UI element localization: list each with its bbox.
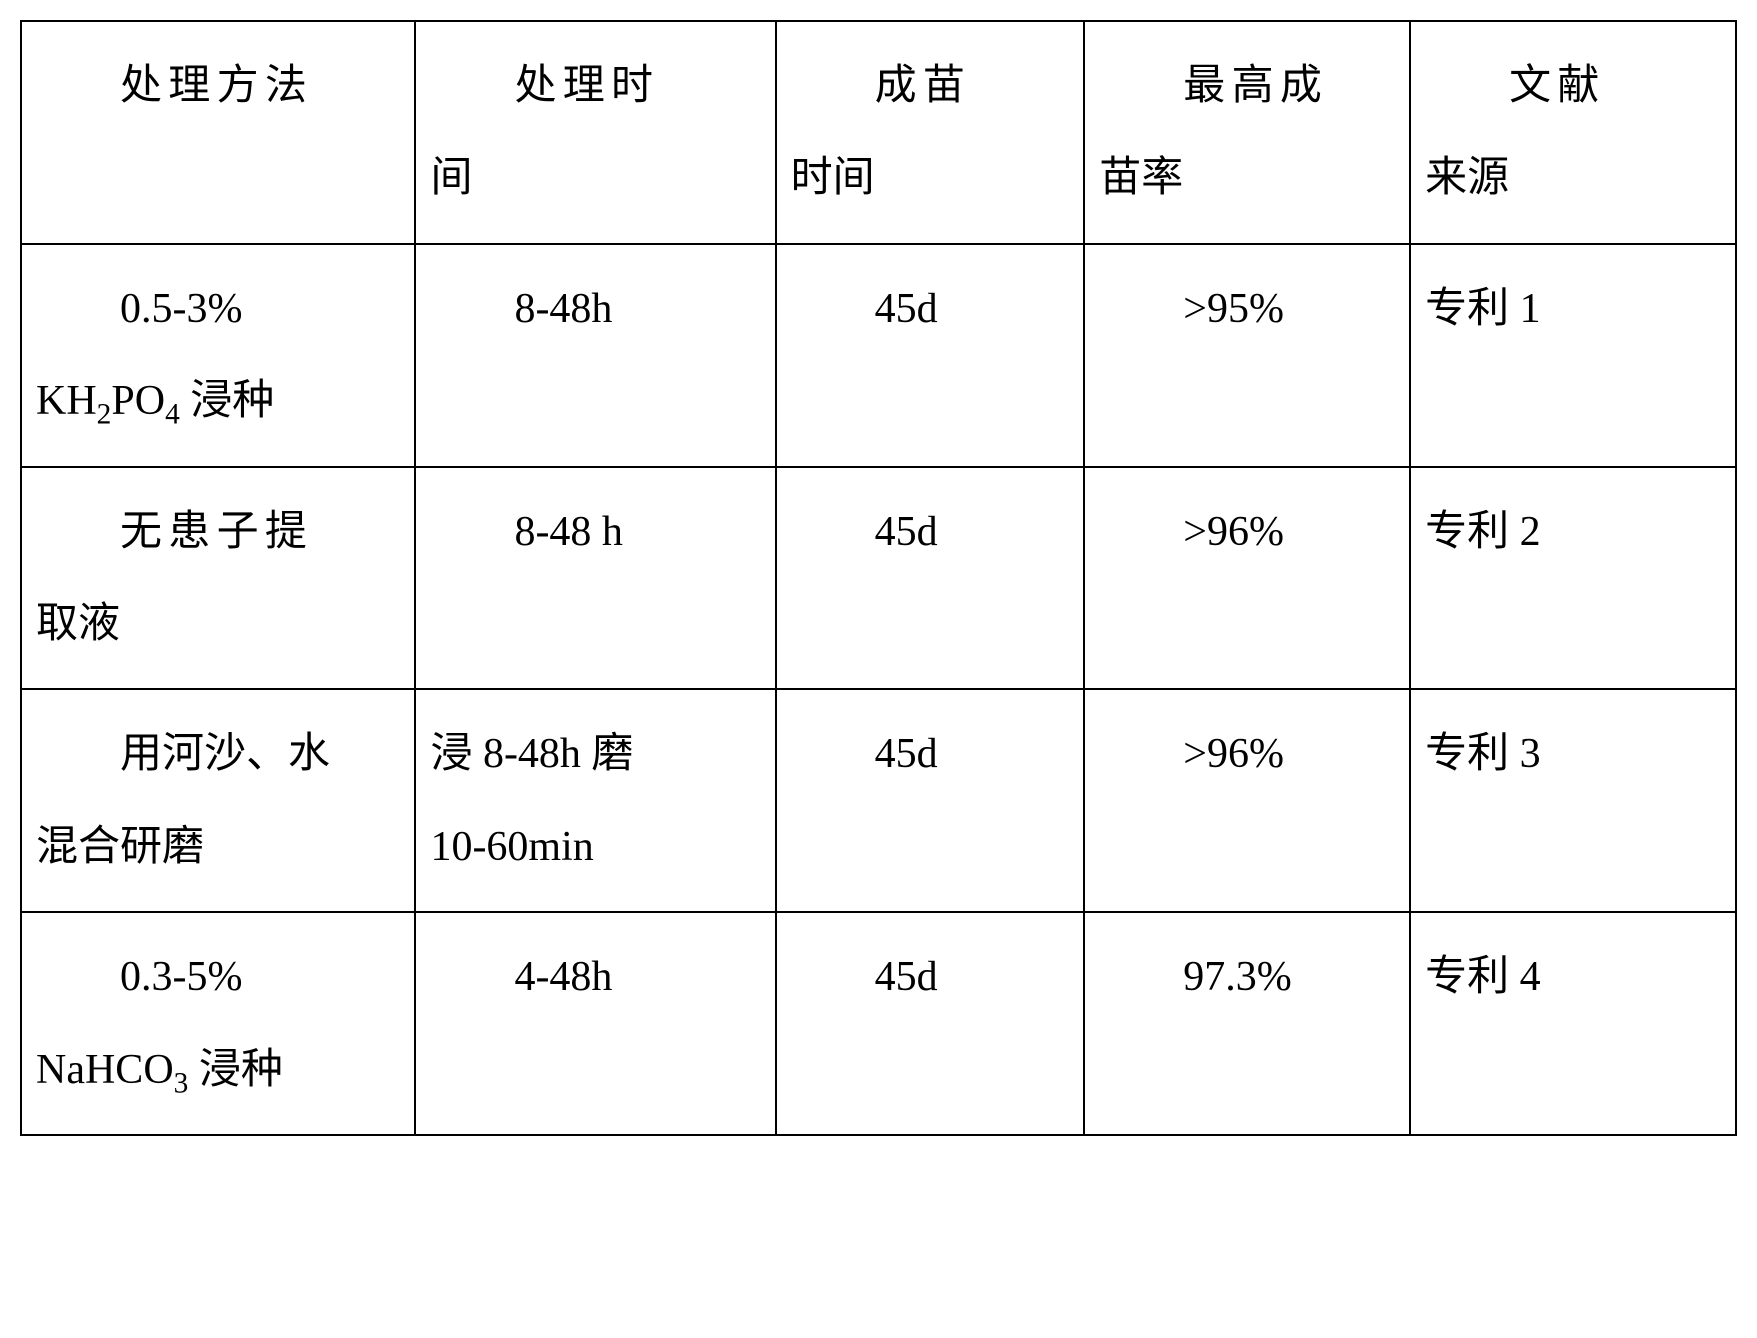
cell-time: 8-48h — [415, 244, 775, 467]
cell-text: 专利 4 — [1425, 931, 1721, 1023]
cell-text: 无患子提 — [36, 486, 400, 578]
cell-text: 8-48 h — [430, 486, 760, 578]
header-cell-rate: 最高成 苗率 — [1084, 21, 1410, 244]
cell-duration: 45d — [776, 689, 1085, 912]
formula-text: NaHCO — [36, 1047, 174, 1093]
header-label: 文献 — [1425, 40, 1721, 132]
table-row: 用河沙、水 混合研磨 浸 8-48h 磨 10-60min 45d >96% 专… — [21, 689, 1736, 912]
cell-method: 用河沙、水 混合研磨 — [21, 689, 415, 912]
cell-text: 45d — [791, 931, 1070, 1023]
cell-text: 浸 8-48h 磨 — [430, 708, 760, 800]
cell-text: 用河沙、水 — [36, 708, 400, 800]
formula-sub: 4 — [165, 399, 180, 431]
cell-text: 专利 1 — [1425, 263, 1721, 355]
header-cell-time: 处理时 间 — [415, 21, 775, 244]
data-table-container: 处理方法 处理时 间 成苗 时间 最高成 苗率 文献 来源 0.5-3% KH — [20, 20, 1737, 1136]
cell-duration: 45d — [776, 244, 1085, 467]
table-row: 0.3-5% NaHCO3 浸种 4-48h 45d 97.3% 专利 4 — [21, 912, 1736, 1135]
cell-method: 0.5-3% KH2PO4 浸种 — [21, 244, 415, 467]
cell-duration: 45d — [776, 912, 1085, 1135]
cell-text: 8-48h — [430, 263, 760, 355]
cell-rate: >96% — [1084, 689, 1410, 912]
header-label: 来源 — [1425, 132, 1721, 224]
formula-text: PO — [111, 378, 165, 424]
cell-text: 97.3% — [1099, 931, 1395, 1023]
formula-text: KH — [36, 378, 97, 424]
cell-text: 10-60min — [430, 801, 760, 893]
cell-text-formula: KH2PO4 浸种 — [36, 355, 400, 447]
cell-text: >95% — [1099, 263, 1395, 355]
cell-rate: 97.3% — [1084, 912, 1410, 1135]
cell-text: 专利 2 — [1425, 486, 1721, 578]
header-cell-method: 处理方法 — [21, 21, 415, 244]
cell-method: 0.3-5% NaHCO3 浸种 — [21, 912, 415, 1135]
table-row: 0.5-3% KH2PO4 浸种 8-48h 45d >95% 专利 1 — [21, 244, 1736, 467]
header-label: 最高成 — [1099, 40, 1395, 132]
header-label: 苗率 — [1099, 132, 1395, 224]
cell-text-formula: NaHCO3 浸种 — [36, 1024, 400, 1116]
cell-text: >96% — [1099, 486, 1395, 578]
cell-source: 专利 2 — [1410, 467, 1736, 690]
cell-text: 取液 — [36, 578, 400, 670]
cell-text: 45d — [791, 708, 1070, 800]
header-label: 处理方法 — [36, 40, 400, 132]
header-label: 成苗 — [791, 40, 1070, 132]
header-label: 间 — [430, 132, 760, 224]
cell-rate: >95% — [1084, 244, 1410, 467]
cell-text: 45d — [791, 263, 1070, 355]
cell-source: 专利 4 — [1410, 912, 1736, 1135]
formula-sub: 3 — [174, 1067, 189, 1099]
table-header-row: 处理方法 处理时 间 成苗 时间 最高成 苗率 文献 来源 — [21, 21, 1736, 244]
cell-method: 无患子提 取液 — [21, 467, 415, 690]
cell-time: 4-48h — [415, 912, 775, 1135]
formula-sub: 2 — [97, 399, 112, 431]
cell-rate: >96% — [1084, 467, 1410, 690]
formula-text: 浸种 — [188, 1047, 283, 1093]
cell-time: 浸 8-48h 磨 10-60min — [415, 689, 775, 912]
cell-text: 4-48h — [430, 931, 760, 1023]
header-label: 处理时 — [430, 40, 760, 132]
formula-text: 浸种 — [180, 378, 275, 424]
cell-text: 专利 3 — [1425, 708, 1721, 800]
header-cell-source: 文献 来源 — [1410, 21, 1736, 244]
cell-source: 专利 1 — [1410, 244, 1736, 467]
cell-text: 0.5-3% — [36, 263, 400, 355]
table-row: 无患子提 取液 8-48 h 45d >96% 专利 2 — [21, 467, 1736, 690]
cell-time: 8-48 h — [415, 467, 775, 690]
cell-text: >96% — [1099, 708, 1395, 800]
header-cell-duration: 成苗 时间 — [776, 21, 1085, 244]
cell-text: 45d — [791, 486, 1070, 578]
treatment-comparison-table: 处理方法 处理时 间 成苗 时间 最高成 苗率 文献 来源 0.5-3% KH — [20, 20, 1737, 1136]
cell-text: 0.3-5% — [36, 931, 400, 1023]
cell-text: 混合研磨 — [36, 801, 400, 893]
cell-source: 专利 3 — [1410, 689, 1736, 912]
cell-duration: 45d — [776, 467, 1085, 690]
header-label: 时间 — [791, 132, 1070, 224]
